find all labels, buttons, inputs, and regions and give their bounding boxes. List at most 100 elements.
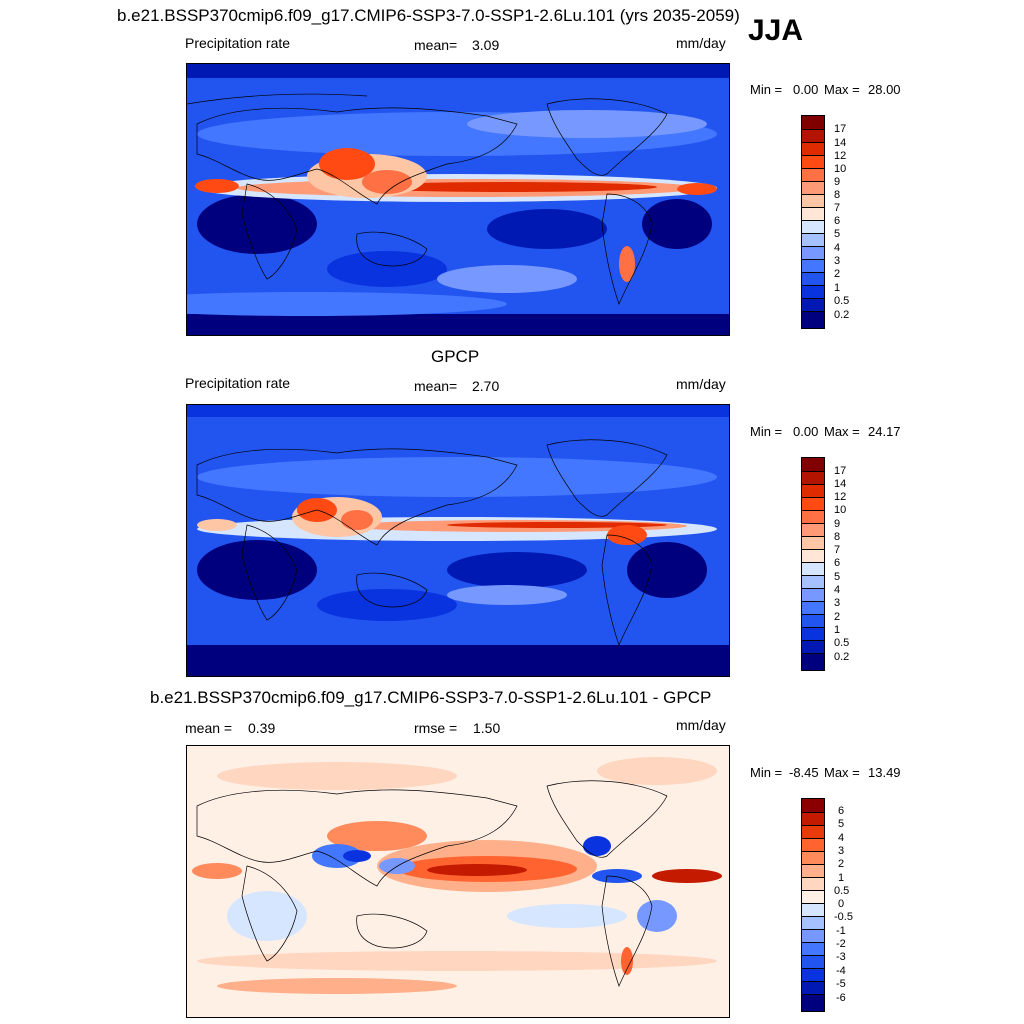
colorbar-cell (802, 536, 824, 550)
colorbar-tick: 0.2 (834, 651, 850, 663)
colorbar-tick: 9 (834, 518, 841, 530)
panel-units-label: mm/day (676, 35, 726, 51)
colorbar-cell (802, 825, 824, 839)
panel-min-label: Min = (750, 424, 783, 439)
colorbar-tick: 0.5 (834, 295, 850, 307)
panel-min-value: 0.00 (793, 82, 819, 97)
colorbar-gpcp (801, 457, 825, 671)
colorbar-tick: 0.2 (834, 309, 850, 321)
colorbar-cell (802, 523, 824, 537)
panel-mean-label: mean= (414, 378, 458, 394)
colorbar-cell (802, 890, 824, 904)
panel-max-label: Max = (824, 82, 860, 97)
colorbar-cell (802, 471, 824, 485)
colorbar-cell (802, 640, 824, 654)
colorbar-tick: 4 (834, 242, 841, 254)
colorbar-cell (802, 220, 824, 234)
season-label: JJA (748, 14, 804, 47)
colorbar-cell (802, 458, 824, 472)
colorbar-cell (802, 903, 824, 917)
panel-mean-label: mean = (185, 720, 233, 736)
colorbar-cell (802, 877, 824, 891)
precip-map-difference (186, 745, 730, 1018)
colorbar-cell (802, 168, 824, 182)
colorbar-tick: -3 (836, 951, 846, 963)
colorbar-tick: 0.5 (834, 637, 850, 649)
colorbar-tick: 3 (834, 255, 841, 267)
colorbar-tick: 4 (838, 832, 845, 844)
colorbar-cell (802, 799, 824, 813)
colorbar-cell (802, 994, 824, 1011)
colorbar-cell (802, 614, 824, 628)
panel-max-label: Max = (824, 424, 860, 439)
colorbar-cell (802, 510, 824, 524)
colorbar-tick: 12 (834, 491, 847, 503)
colorbar-cell (802, 929, 824, 943)
colorbar-tick: 6 (838, 805, 845, 817)
panel-max-value: 24.17 (868, 424, 901, 439)
colorbar-tick: 1 (834, 624, 841, 636)
colorbar-tick: 10 (834, 163, 847, 175)
colorbar-cell (802, 181, 824, 195)
panel-mean-value: 2.70 (472, 378, 500, 394)
colorbar-tick: 17 (834, 123, 847, 135)
colorbar-cell (802, 955, 824, 969)
colorbar-cell (802, 942, 824, 956)
colorbar-cell (802, 916, 824, 930)
colorbar-cell (802, 298, 824, 312)
panel-mean-label: mean= (414, 37, 458, 53)
colorbar-cell (802, 142, 824, 156)
colorbar-cell (802, 129, 824, 143)
colorbar-tick: 0.5 (834, 885, 850, 897)
colorbar-cell (802, 116, 824, 130)
panel-max-label: Max = (824, 765, 860, 780)
colorbar-cell (802, 601, 824, 615)
colorbar-tick: 14 (834, 478, 847, 490)
colorbar-cell (802, 233, 824, 247)
colorbar-tick: -6 (836, 992, 846, 1004)
panel-rmse-label: rmse = (414, 720, 458, 736)
panel-min-label: Min = (750, 82, 783, 97)
colorbar-cell (802, 968, 824, 982)
colorbar-tick: -5 (836, 978, 846, 990)
panel-variable-label: Precipitation rate (185, 35, 291, 51)
panel-difference-title: b.e21.BSSP370cmip6.f09_g17.CMIP6-SSP3-7.… (150, 688, 712, 707)
colorbar-tick: 10 (834, 504, 847, 516)
colorbar-cell (802, 627, 824, 641)
colorbar-tick: 1 (834, 282, 841, 294)
precip-map-gpcp (186, 404, 730, 677)
colorbar-cell (802, 981, 824, 995)
panel-units-label: mm/day (676, 376, 726, 392)
colorbar-cell (802, 155, 824, 169)
colorbar-cell (802, 259, 824, 273)
colorbar-cell (802, 851, 824, 865)
precip-map-model (186, 63, 730, 336)
colorbar-tick: -0.5 (834, 911, 853, 923)
colorbar-cell (802, 549, 824, 563)
colorbar-cell (802, 246, 824, 260)
colorbar-cell (802, 311, 824, 328)
colorbar-cell (802, 575, 824, 589)
panel-variable-label: Precipitation rate (185, 375, 291, 391)
colorbar-tick: 2 (834, 268, 841, 280)
colorbar-tick: 6 (834, 557, 841, 569)
colorbar-cell (802, 562, 824, 576)
colorbar-cell (802, 194, 824, 208)
colorbar-tick: -1 (836, 925, 846, 937)
colorbar-cell (802, 653, 824, 670)
colorbar-tick: 7 (834, 202, 841, 214)
colorbar-tick: 5 (834, 571, 841, 583)
colorbar-cell (802, 285, 824, 299)
panel-mean-value: 0.39 (248, 720, 276, 736)
colorbar-tick: 7 (834, 544, 841, 556)
colorbar-tick: 12 (834, 150, 847, 162)
colorbar-tick: 8 (834, 189, 841, 201)
colorbar-tick: 5 (834, 228, 841, 240)
main-title: b.e21.BSSP370cmip6.f09_g17.CMIP6-SSP3-7.… (117, 6, 740, 25)
colorbar-tick: 9 (834, 176, 841, 188)
colorbar-tick: 1 (838, 872, 845, 884)
panel-max-value: 28.00 (868, 82, 901, 97)
colorbar-cell (802, 497, 824, 511)
colorbar-tick: 5 (838, 818, 845, 830)
colorbar-cell (802, 484, 824, 498)
